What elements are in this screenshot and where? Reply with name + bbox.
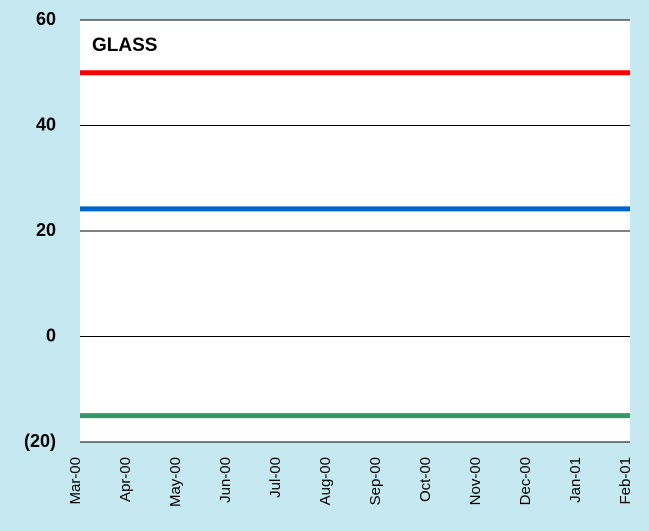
x-tick-label: Aug-00 <box>317 457 334 505</box>
x-tick-label: Sep-00 <box>367 457 384 505</box>
chart-title: GLASS <box>92 35 157 56</box>
x-tick-label: Jan-01 <box>567 457 584 503</box>
x-tick-label: Jun-00 <box>217 457 234 503</box>
x-tick-label: Nov-00 <box>467 457 484 505</box>
x-tick-label: Dec-00 <box>517 457 534 505</box>
x-tick-label: Jul-00 <box>267 457 284 498</box>
y-tick-label: 60 <box>36 9 56 29</box>
x-tick-label: Mar-00 <box>67 457 84 505</box>
y-tick-label: (20) <box>24 431 56 451</box>
x-tick-label: Oct-00 <box>417 457 434 502</box>
x-tick-label: May-00 <box>167 457 184 507</box>
x-tick-label: Apr-00 <box>117 457 134 502</box>
y-tick-label: 40 <box>36 114 56 134</box>
y-tick-label: 20 <box>36 220 56 240</box>
y-tick-label: 0 <box>46 325 56 345</box>
x-tick-label: Feb-01 <box>617 457 634 505</box>
